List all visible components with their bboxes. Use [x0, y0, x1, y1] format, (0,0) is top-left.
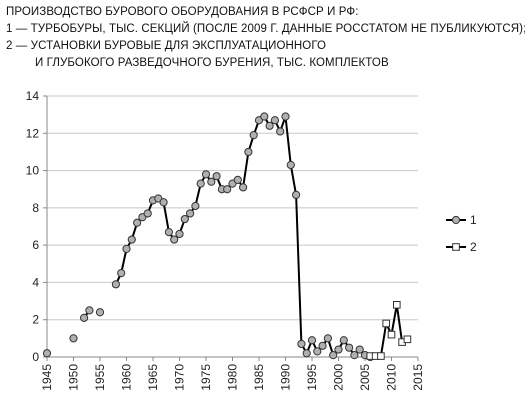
data-point [111, 280, 121, 289]
data-point [260, 112, 269, 121]
data-point [186, 209, 195, 218]
series-1 [42, 112, 375, 362]
y-tick-label: 12 [26, 126, 40, 140]
legend: 12 [446, 213, 477, 254]
data-point [403, 335, 412, 344]
data-point [122, 244, 131, 253]
data-point [302, 349, 311, 358]
legend-marker-2 [452, 243, 460, 251]
data-point [133, 218, 142, 227]
y-tick-label: 2 [32, 313, 39, 327]
data-point [276, 127, 285, 136]
data-point [239, 183, 248, 192]
x-tick-label: 1960 [120, 364, 134, 391]
data-point [382, 319, 390, 328]
x-tick-label: 2015 [411, 364, 425, 391]
data-point [350, 351, 359, 360]
y-tick-label: 14 [26, 89, 40, 103]
data-point [244, 147, 253, 157]
x-tick-label: 1980 [226, 364, 240, 391]
legend-label-2: 2 [470, 240, 477, 254]
y-tick-label: 10 [26, 164, 40, 178]
data-point [249, 131, 258, 140]
legend-label-1: 1 [470, 213, 477, 227]
x-tick-label: 2005 [358, 364, 372, 391]
data-point [69, 334, 78, 343]
data-point [117, 269, 126, 278]
data-point [223, 185, 232, 194]
x-tick-label: 2000 [332, 364, 346, 391]
data-point [191, 201, 200, 211]
data-point [159, 198, 168, 207]
series-2-line [370, 304, 408, 358]
data-point [85, 306, 94, 315]
data-point [143, 209, 152, 218]
data-point [307, 336, 317, 345]
x-tick-label: 1975 [199, 364, 213, 391]
x-tick-label: 1990 [279, 364, 293, 391]
x-tick-label: 1965 [146, 364, 160, 391]
data-point [201, 170, 211, 179]
x-tick-label: 1955 [93, 364, 107, 391]
data-point [313, 347, 322, 356]
data-point [377, 352, 385, 360]
title-line-1: ПРОИЗВОДСТВО БУРОВОГО ОБОРУДОВАНИЯ В РСФ… [6, 6, 359, 18]
x-tick-label: 1945 [40, 364, 54, 391]
x-tick-label: 1950 [67, 364, 81, 391]
data-point [339, 336, 348, 345]
chart-title: ПРОИЗВОДСТВО БУРОВОГО ОБОРУДОВАНИЯ В РСФ… [6, 4, 525, 72]
title-line-2: 1 — ТУРБОБУРЫ, ТЫС. СЕКЦИЙ (ПОСЛЕ 2009 Г… [6, 23, 525, 35]
data-point [334, 345, 343, 354]
data-point [345, 343, 354, 352]
x-tick-label: 1985 [252, 364, 266, 391]
data-point [355, 345, 364, 354]
series-2 [366, 301, 412, 360]
y-tick-label: 4 [32, 275, 39, 289]
x-tick-label: 2010 [385, 364, 399, 391]
y-tick-label: 0 [32, 350, 39, 364]
data-point [329, 351, 338, 360]
data-point [323, 334, 332, 343]
data-point [175, 229, 184, 239]
title-line-4: И ГЛУБОКОГО РАЗВЕДОЧНОГО БУРЕНИЯ, ТЫС. К… [35, 57, 389, 69]
x-tick-label: 1970 [173, 364, 187, 391]
data-point [180, 214, 189, 224]
data-point [80, 313, 89, 322]
data-point [265, 121, 274, 130]
data-point [292, 190, 301, 199]
data-point [393, 301, 401, 309]
data-point [164, 227, 173, 237]
data-point [212, 172, 221, 181]
data-point [127, 235, 136, 244]
data-point [387, 330, 396, 339]
data-point [196, 179, 205, 188]
data-point [42, 349, 52, 358]
y-tick-label: 6 [32, 238, 39, 252]
data-point [286, 160, 295, 170]
title-line-3: 2 — УСТАНОВКИ БУРОВЫЕ ДЛЯ ЭКСПЛУАТАЦИОНН… [6, 40, 327, 52]
data-point [95, 308, 105, 317]
y-tick-label: 8 [32, 201, 39, 215]
data-point [207, 177, 216, 186]
data-point [233, 175, 242, 184]
legend-marker-1 [451, 215, 461, 225]
series-1-line [114, 115, 371, 358]
data-point [170, 235, 179, 244]
x-tick-label: 1995 [305, 364, 319, 391]
data-point [297, 339, 306, 349]
data-point [270, 116, 279, 125]
data-point [281, 112, 290, 121]
data-point [318, 341, 327, 350]
